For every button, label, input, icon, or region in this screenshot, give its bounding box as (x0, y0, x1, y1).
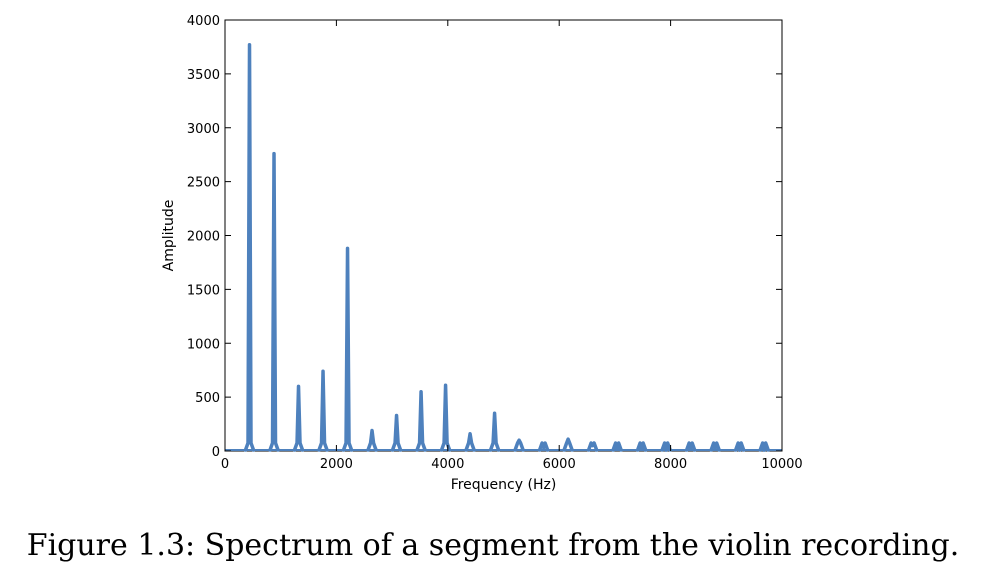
spectrum-peak-15 (586, 441, 599, 452)
x-tick-label: 6000 (543, 457, 576, 472)
y-axis-label: Amplitude (161, 200, 177, 272)
spectrum-series (225, 43, 782, 452)
y-tick-label: 1000 (187, 337, 220, 352)
spectrum-peak-10 (464, 432, 476, 452)
spectrum-peak-13 (537, 441, 550, 452)
spectrum-peak-18 (660, 441, 672, 452)
y-tick-label: 0 (212, 445, 220, 460)
spectrum-peak-11 (488, 411, 501, 452)
spectrum-peak-1 (243, 43, 256, 452)
spectrum-peak-21 (733, 441, 746, 452)
spectrum-peak-12 (513, 438, 525, 452)
spectrum-peak-20 (709, 441, 721, 452)
y-tick-label: 4000 (187, 14, 220, 29)
y-tick-label: 2000 (187, 230, 220, 245)
spectrum-peak-3 (292, 384, 305, 452)
spectrum-chart: 0 2000 4000 6000 8000 10000 0 500 1000 1500 2000 2… (161, 14, 803, 493)
x-axis-ticks: 0 2000 4000 6000 8000 10000 (221, 20, 803, 472)
spectrum-peak-19 (684, 441, 697, 452)
x-tick-label: 10000 (761, 457, 802, 472)
spectrum-peak-2 (268, 151, 280, 452)
spectrum-peak-4 (317, 369, 329, 452)
x-tick-label: 0 (221, 457, 229, 472)
spectrum-peak-8 (415, 389, 427, 452)
y-tick-label: 2500 (187, 176, 220, 191)
x-tick-label: 8000 (654, 457, 687, 472)
x-tick-label: 2000 (320, 457, 353, 472)
y-tick-label: 1500 (187, 283, 220, 298)
y-axis-ticks: 0 500 1000 1500 2000 2500 3000 3500 4000 (187, 14, 782, 460)
plot-area: 0 2000 4000 6000 8000 10000 0 500 1000 1500 2000 2… (187, 14, 803, 472)
spectrum-peak-6 (366, 428, 378, 452)
spectrum-peak-14 (562, 437, 574, 452)
spectrum-peak-17 (635, 441, 648, 452)
figure-caption: Figure 1.3: Spectrum of a segment from t… (26, 528, 960, 563)
spectrum-peak-9 (439, 383, 452, 452)
plot-frame (224, 19, 783, 452)
x-tick-label: 4000 (431, 457, 464, 472)
spectrum-peak-16 (611, 441, 623, 452)
x-axis-label: Frequency (Hz) (451, 477, 557, 493)
y-tick-label: 3000 (187, 122, 220, 137)
spectrum-peak-5 (341, 246, 354, 452)
y-tick-label: 3500 (187, 68, 220, 83)
y-tick-label: 500 (195, 391, 220, 406)
spectrum-peak-7 (390, 413, 403, 452)
spectrum-peak-22 (758, 441, 770, 452)
